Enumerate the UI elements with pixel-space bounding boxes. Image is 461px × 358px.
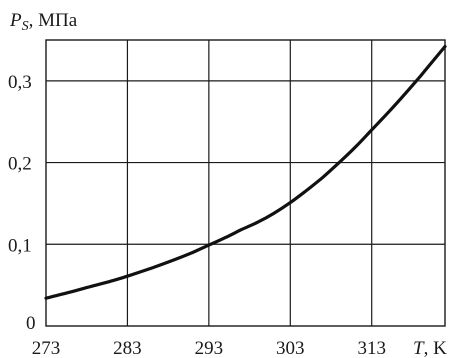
y-axis-subscript: S [22,19,29,34]
x-axis-variable: T [413,338,425,358]
y-tick-label: 0,1 [8,235,32,256]
x-tick-label: 283 [113,338,142,358]
x-tick-label: 273 [32,338,61,358]
pressure-curve [44,44,447,300]
y-tick-labels: 0 0,1 0,2 0,3 [8,72,36,334]
x-axis-label: T, K [413,338,447,358]
y-tick-label: 0 [26,313,36,334]
x-tick-label: 293 [195,338,224,358]
y-tick-label: 0,2 [8,154,32,175]
y-axis-variable: P [9,10,22,31]
grid [46,40,445,326]
y-axis-unit: , МПа [29,10,78,31]
y-tick-label: 0,3 [8,72,32,93]
x-tick-label: 303 [276,338,305,358]
plot-frame [45,39,446,327]
x-tick-label: 313 [357,338,386,358]
x-tick-labels: 273 283 293 303 313 [32,338,386,358]
y-axis-label: PS, МПа [9,10,78,34]
x-axis-unit: , K [424,338,448,358]
